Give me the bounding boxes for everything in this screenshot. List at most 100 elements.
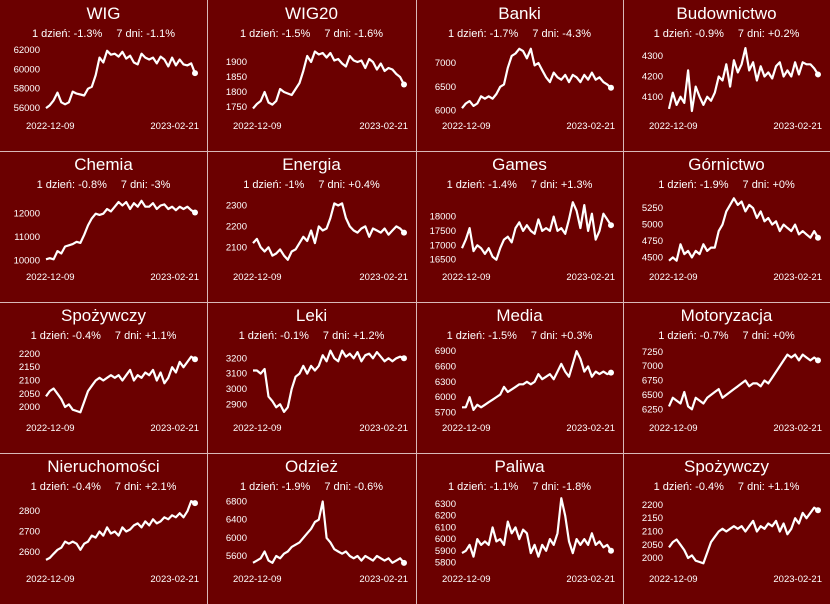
- x-start-date: 2022-12-09: [26, 121, 75, 132]
- y-tick-label: 4200: [642, 71, 663, 82]
- chart-title: Chemia: [74, 155, 133, 174]
- one-day-change: 1 dzień: -0.4%: [30, 330, 101, 342]
- line-chart: 1750 1800 1850 1900 2022-12-09 2023-02-21: [226, 50, 408, 132]
- y-tick-label: 58000: [14, 84, 40, 95]
- last-value-point: [815, 507, 821, 514]
- chart-title: WIG20: [285, 4, 338, 23]
- y-tick-label: 2000: [19, 402, 40, 413]
- x-start-date: 2022-12-09: [649, 423, 698, 434]
- x-end-date: 2023-02-21: [150, 423, 199, 434]
- x-end-date: 2023-02-21: [359, 423, 408, 434]
- chart-title: Spożywczy: [60, 306, 147, 325]
- y-tick-label: 2700: [19, 527, 40, 538]
- last-value-point: [608, 369, 614, 376]
- chart-title: Motoryzacja: [680, 306, 773, 325]
- y-tick-label: 5600: [226, 551, 247, 562]
- y-tick-label: 16500: [430, 255, 456, 266]
- y-tick-label: 3000: [226, 384, 247, 395]
- line-chart: 2100 2200 2300 2022-12-09 2023-02-21: [226, 200, 408, 283]
- one-day-change: 1 dzień: -1%: [243, 179, 305, 191]
- y-tick-label: 6000: [435, 534, 456, 545]
- last-value-point: [192, 209, 198, 216]
- y-tick-label: 3100: [226, 369, 247, 380]
- y-tick-label: 6900: [435, 346, 456, 357]
- series-line: [667, 46, 819, 113]
- y-tick-label: 4750: [642, 236, 663, 247]
- x-start-date: 2022-12-09: [233, 272, 282, 283]
- chart-title: Paliwa: [494, 457, 545, 476]
- chart-panel: 5700 6000 6300 6600 6900 2022-12-09 2023-02-21…: [416, 302, 623, 453]
- series-line: [462, 349, 612, 412]
- y-tick-label: 7250: [642, 347, 663, 358]
- x-start-date: 2022-12-09: [649, 574, 698, 585]
- y-tick-label: 6750: [642, 376, 663, 387]
- y-tick-label: 2000: [642, 553, 663, 564]
- y-tick-label: 2200: [226, 221, 247, 232]
- x-start-date: 2022-12-09: [442, 423, 491, 434]
- y-tick-label: 56000: [14, 103, 40, 114]
- last-value-point: [401, 81, 407, 88]
- series-line: [252, 202, 405, 261]
- one-day-change: 1 dzień: -1.5%: [446, 330, 517, 342]
- y-tick-label: 12000: [14, 209, 40, 220]
- line-chart: 2900 3000 3100 3200 2022-12-09 2023-02-21: [226, 349, 408, 434]
- line-chart: 6250 6500 6750 7000 7250 2022-12-09 2023-02-21: [642, 347, 822, 434]
- series-line: [668, 506, 819, 565]
- y-tick-label: 2200: [642, 500, 663, 511]
- last-value-point: [608, 222, 614, 229]
- chart-panel: 2100 2200 2300 2022-12-09 2023-02-21 Energia 1…: [207, 151, 416, 302]
- chart-title: Budownictwo: [676, 4, 777, 23]
- chart-title: Energia: [282, 155, 341, 174]
- chart-title: Games: [492, 155, 547, 174]
- seven-day-change: 7 dni: -1.1%: [116, 28, 176, 40]
- chart-title: Leki: [295, 306, 328, 325]
- seven-day-change: 7 dni: -3%: [120, 179, 171, 191]
- series-line: [460, 201, 612, 261]
- chart-stats: 1 dzień: -0.4% 7 dni: +1.1%: [0, 330, 207, 342]
- seven-day-change: 7 dni: +1.2%: [322, 330, 385, 342]
- y-tick-label: 1850: [226, 72, 247, 83]
- line-chart: 5700 6000 6300 6600 6900 2022-12-09 2023-02-21: [435, 346, 615, 434]
- y-tick-label: 1800: [226, 87, 247, 98]
- y-tick-label: 2300: [226, 200, 247, 211]
- one-day-change: 1 dzień: -1.9%: [239, 481, 311, 493]
- grid-separator-horizontal: [0, 151, 830, 152]
- x-end-date: 2023-02-21: [150, 121, 199, 132]
- line-chart: 5600 6000 6400 6800 2022-12-09 2023-02-21: [226, 497, 408, 585]
- y-tick-label: 6300: [435, 499, 456, 510]
- series-line: [668, 197, 819, 262]
- y-tick-label: 2900: [226, 399, 247, 410]
- y-tick-label: 62000: [14, 45, 40, 56]
- y-tick-label: 4100: [642, 92, 663, 103]
- x-start-date: 2022-12-09: [649, 272, 698, 283]
- seven-day-change: 7 dni: +2.1%: [114, 481, 177, 493]
- series-line: [252, 500, 405, 564]
- y-tick-label: 2100: [226, 242, 247, 253]
- series-line: [45, 355, 196, 414]
- x-end-date: 2023-02-21: [359, 272, 408, 283]
- chart-panel: 2900 3000 3100 3200 2022-12-09 2023-02-21 Leki…: [207, 302, 416, 453]
- last-value-point: [608, 547, 614, 554]
- last-value-point: [608, 84, 614, 91]
- y-tick-label: 3200: [226, 353, 247, 364]
- chart-stats: 1 dzień: -0.7% 7 dni: +0%: [623, 330, 830, 342]
- chart-stats: 1 dzień: -1.5% 7 dni: -1.6%: [207, 28, 416, 40]
- y-tick-label: 6400: [226, 515, 247, 526]
- line-chart: 10000 11000 12000 2022-12-09 2023-02-21: [14, 199, 199, 283]
- y-tick-label: 2050: [19, 389, 40, 400]
- seven-day-change: 7 dni: +0.3%: [530, 330, 593, 342]
- y-tick-label: 1900: [226, 57, 247, 68]
- y-tick-label: 6000: [226, 533, 247, 544]
- x-start-date: 2022-12-09: [649, 121, 698, 132]
- y-tick-label: 2050: [642, 540, 663, 551]
- chart-stats: 1 dzień: -0.8% 7 dni: -3%: [0, 179, 207, 191]
- last-value-point: [815, 71, 821, 78]
- y-tick-label: 2600: [19, 547, 40, 558]
- chart-panel: 6000 6500 7000 2022-12-09 2023-02-21 Banki 1 d…: [416, 0, 623, 151]
- seven-day-change: 7 dni: +1.3%: [530, 179, 593, 191]
- chart-stats: 1 dzień: -0.4% 7 dni: +1.1%: [623, 481, 830, 493]
- x-start-date: 2022-12-09: [233, 574, 282, 585]
- one-day-change: 1 dzień: -0.1%: [238, 330, 309, 342]
